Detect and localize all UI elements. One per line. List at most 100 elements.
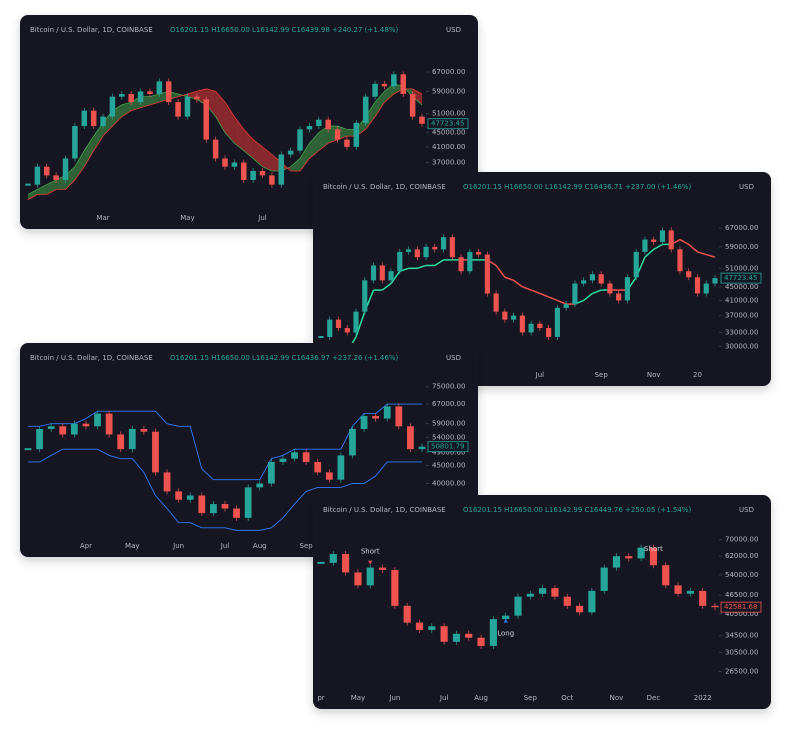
candle	[465, 633, 473, 638]
candle	[186, 495, 194, 500]
candle	[703, 283, 709, 294]
candle	[297, 129, 303, 151]
candle	[210, 504, 217, 514]
candle	[317, 561, 325, 564]
price-tag-label: 42581.68	[724, 603, 757, 611]
trend-segment	[539, 292, 549, 298]
candle	[279, 458, 287, 462]
candle	[563, 304, 569, 308]
y-tick-label: 59000.00	[725, 243, 758, 251]
candle	[337, 455, 345, 480]
price-tag	[720, 272, 762, 284]
candle	[353, 122, 360, 147]
trend-segment	[653, 243, 663, 251]
candle	[175, 102, 181, 117]
y-tick-label: 62000.00	[725, 552, 758, 560]
candle	[152, 431, 159, 473]
candle	[511, 315, 517, 320]
y-axis-label: USD	[739, 506, 754, 514]
candle	[391, 74, 397, 87]
y-tick-label: 67000.00	[432, 68, 465, 76]
trend-segment	[548, 296, 558, 302]
candle	[575, 605, 584, 613]
y-tick-label: 54000.00	[725, 571, 758, 579]
x-tick-label: 2022	[694, 694, 712, 702]
candle	[600, 567, 608, 591]
cloud-fill	[215, 91, 225, 133]
trend-segment	[495, 265, 506, 278]
candle	[100, 116, 106, 127]
y-tick-label: 45000.00	[432, 461, 465, 469]
y-tick-label: 41000.00	[432, 143, 465, 151]
x-tick-label: 20	[693, 371, 702, 379]
candle	[572, 283, 578, 305]
candle	[668, 230, 674, 250]
x-tick-label: Jul	[220, 542, 230, 550]
y-tick-label: 49000.00	[432, 448, 465, 456]
candle	[212, 139, 219, 159]
candle	[409, 94, 416, 117]
candle	[291, 452, 298, 459]
x-tick-label: Nov	[647, 371, 661, 379]
y-tick-label: 67000.00	[725, 224, 758, 232]
price-tag	[427, 441, 469, 453]
candle	[372, 416, 380, 419]
candle	[250, 170, 256, 180]
x-tick-label: Sep	[595, 371, 609, 379]
candle	[194, 96, 200, 100]
price-tag	[427, 118, 469, 130]
candle	[119, 94, 125, 97]
candle	[353, 311, 359, 333]
x-tick-label: Sep	[300, 542, 314, 550]
cloud-fill	[149, 94, 160, 105]
candle	[354, 572, 362, 586]
chart-ohlc: O16201.15 H16650.00 L16142.99 C16439.98 …	[170, 26, 398, 34]
cloud-fill	[375, 91, 385, 117]
candle	[686, 590, 694, 594]
chart-ohlc: O16201.15 H16650.00 L16142.99 C16449.76 …	[463, 506, 691, 514]
x-tick-label: Oct	[561, 694, 573, 702]
x-tick-label: Apr	[80, 542, 92, 550]
candle	[414, 249, 420, 258]
candle	[440, 626, 448, 642]
trend-segment	[530, 289, 541, 295]
candle	[493, 293, 499, 312]
candle	[598, 274, 604, 284]
cloud-fill	[37, 184, 47, 195]
candle	[302, 452, 310, 462]
candle	[694, 277, 701, 294]
trend-segment	[644, 248, 655, 258]
candle	[221, 504, 229, 509]
y-tick-label: 40500.00	[725, 610, 758, 618]
candle	[344, 139, 350, 147]
candle	[477, 637, 485, 646]
chart-ohlc: O16201.15 H16650.00 L16142.99 C16436.97 …	[170, 354, 398, 362]
candle	[34, 166, 41, 185]
candle	[489, 619, 497, 646]
candle	[47, 426, 55, 429]
candle	[642, 239, 648, 252]
candle	[419, 116, 425, 124]
candle	[546, 328, 552, 337]
candle	[677, 249, 683, 272]
cloud-fill	[290, 158, 301, 171]
candle	[335, 319, 342, 329]
candle	[502, 311, 508, 320]
candle	[458, 257, 464, 272]
candle	[467, 251, 473, 272]
y-tick-label: 54000.00	[432, 433, 465, 441]
cloud-fill	[234, 116, 244, 151]
x-tick-label: Jul	[257, 214, 267, 222]
trend-segment	[390, 270, 401, 284]
price-tag-label: 50801.79	[431, 443, 464, 451]
signal-arrow	[651, 558, 656, 563]
candle	[362, 280, 368, 312]
candle	[109, 96, 116, 117]
signal-arrow	[368, 560, 373, 565]
candle	[423, 246, 429, 258]
trend-segment	[355, 311, 366, 338]
candle	[674, 585, 682, 594]
candle	[318, 335, 324, 338]
y-axis-label: USD	[446, 26, 461, 34]
